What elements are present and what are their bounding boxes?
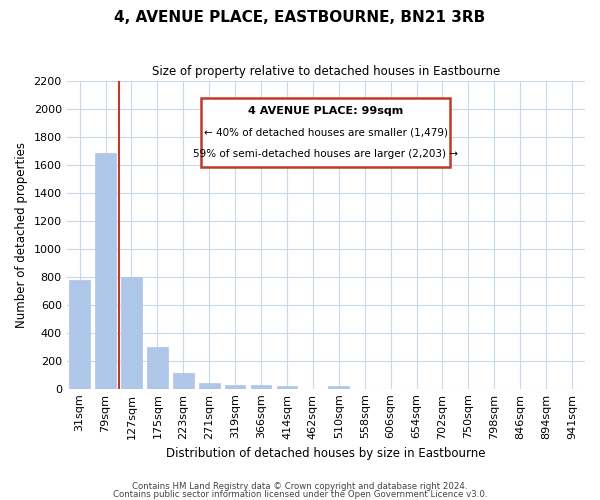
Text: ← 40% of detached houses are smaller (1,479): ← 40% of detached houses are smaller (1,… [204, 128, 448, 138]
Text: 4 AVENUE PLACE: 99sqm: 4 AVENUE PLACE: 99sqm [248, 106, 403, 116]
Bar [225, 385, 245, 388]
Bar [95, 154, 116, 388]
Bar [251, 385, 271, 388]
Text: 4, AVENUE PLACE, EASTBOURNE, BN21 3RB: 4, AVENUE PLACE, EASTBOURNE, BN21 3RB [115, 10, 485, 25]
Title: Size of property relative to detached houses in Eastbourne: Size of property relative to detached ho… [152, 65, 500, 78]
Y-axis label: Number of detached properties: Number of detached properties [15, 142, 28, 328]
Bar [121, 278, 142, 388]
Bar [173, 373, 194, 388]
Text: Contains public sector information licensed under the Open Government Licence v3: Contains public sector information licen… [113, 490, 487, 499]
X-axis label: Distribution of detached houses by size in Eastbourne: Distribution of detached houses by size … [166, 447, 485, 460]
Text: 59% of semi-detached houses are larger (2,203) →: 59% of semi-detached houses are larger (… [193, 150, 458, 160]
Bar [328, 386, 349, 388]
Bar [199, 384, 220, 388]
Text: Contains HM Land Registry data © Crown copyright and database right 2024.: Contains HM Land Registry data © Crown c… [132, 482, 468, 491]
Bar [277, 386, 298, 388]
FancyBboxPatch shape [202, 98, 450, 167]
Bar [69, 280, 90, 388]
Bar [147, 348, 168, 389]
